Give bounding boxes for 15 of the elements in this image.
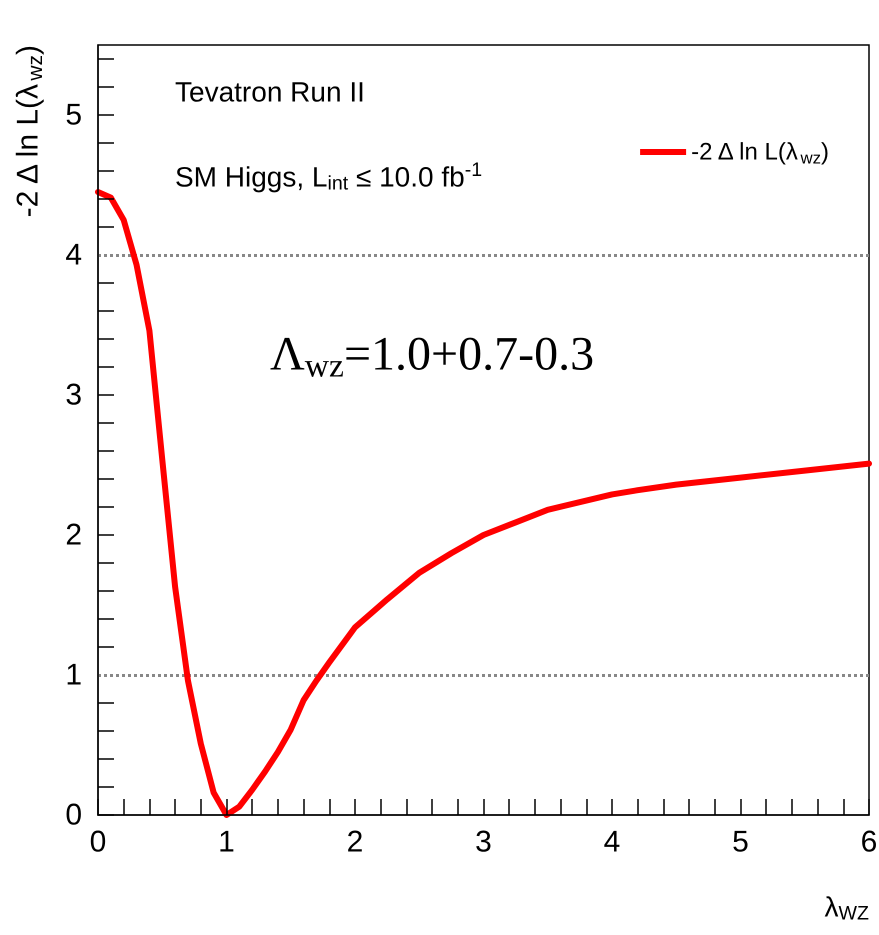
y-tick-label: 2 (65, 518, 82, 552)
x-tick-label: 5 (732, 826, 749, 858)
annotation: Tevatron Run II (175, 76, 365, 108)
x-tick-label: 4 (604, 826, 620, 858)
y-tick-label: 0 (65, 798, 82, 832)
y-tick-label: 4 (65, 238, 82, 272)
x-tick-label: 3 (475, 826, 492, 858)
x-tick-label: 2 (346, 826, 364, 858)
x-tick-label: 0 (90, 826, 106, 858)
y-tick-label: 3 (65, 378, 82, 412)
x-tick-label: 1 (218, 826, 235, 858)
y-tick-label: 1 (65, 658, 82, 692)
x-tick-label: 6 (860, 826, 878, 858)
y-axis-title: -2 Δ ln L(λwz) (12, 44, 47, 218)
y-tick-label: 5 (65, 98, 82, 132)
